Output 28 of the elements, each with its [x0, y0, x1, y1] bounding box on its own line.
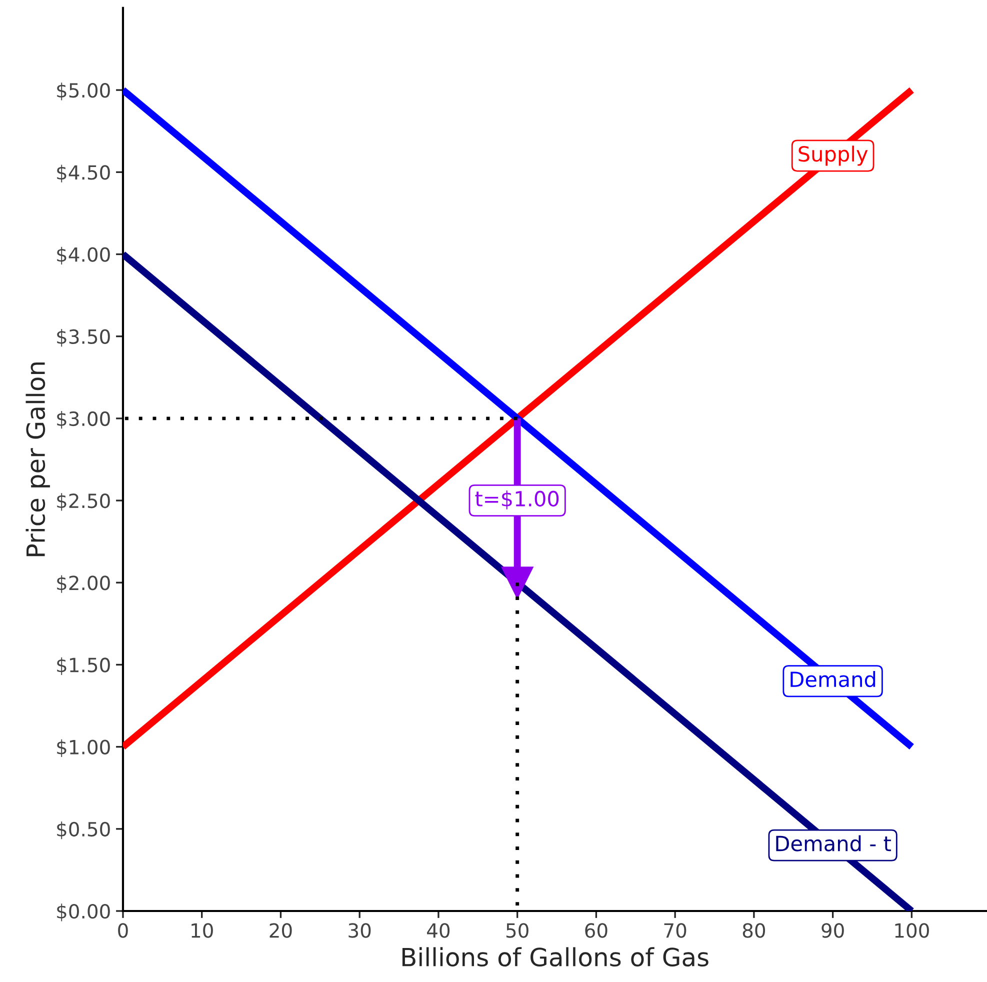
y-tick-label: $3.00 [57, 411, 110, 429]
y-tick-label: $1.00 [57, 739, 110, 758]
x-tick-label: 20 [270, 923, 292, 938]
y-tick-label: $0.50 [57, 822, 110, 840]
series-label: Supply [798, 146, 868, 166]
x-tick-label: 30 [348, 923, 371, 938]
y-tick-label: $3.50 [57, 328, 110, 347]
x-tick-label: 0 [118, 923, 128, 938]
annotation: t=$1.00 [475, 490, 559, 510]
y-tick-label: $1.50 [57, 657, 110, 675]
x-axis-title: Billions of Gallons of Gas [402, 947, 708, 967]
x-tick-label: 10 [192, 923, 213, 938]
y-tick-label: $0.00 [57, 904, 110, 922]
x-tick-label: 100 [895, 923, 929, 938]
x-tick-label: 80 [742, 923, 766, 938]
x-tick-label: 50 [506, 923, 528, 938]
y-tick-label: $2.00 [57, 575, 110, 593]
y-axis-title: Price per Gallon [26, 362, 50, 556]
series-label: Demand - t [776, 835, 891, 852]
y-tick-label: $4.50 [57, 164, 110, 182]
y-tick-label: $2.50 [57, 493, 110, 511]
y-tick-label: $5.00 [57, 82, 110, 100]
x-tick-label: 90 [822, 923, 844, 938]
x-tick-label: 60 [585, 923, 608, 938]
y-tick-label: $4.00 [57, 246, 110, 264]
x-tick-label: 40 [427, 923, 450, 938]
x-tick-label: 70 [664, 923, 686, 938]
series-label: Demand [790, 671, 876, 688]
